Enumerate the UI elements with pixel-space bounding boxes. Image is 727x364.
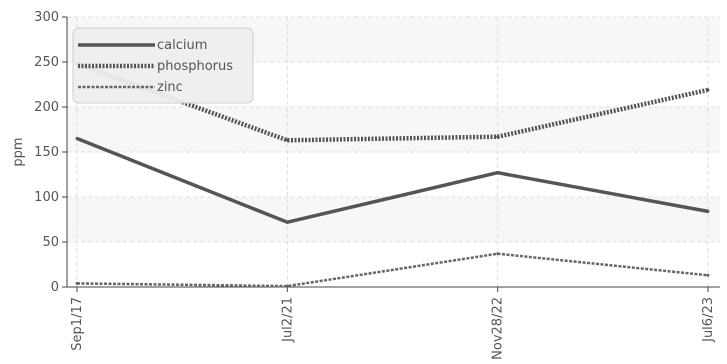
y-tick-label: 100	[34, 190, 59, 205]
data-point-phosphorus	[285, 138, 289, 142]
legend: calcium phosphorus zinc	[72, 27, 254, 104]
series-layer	[75, 61, 710, 288]
y-axis-title: ppm	[11, 137, 26, 166]
plot-band	[67, 242, 720, 287]
y-tick-label: 300	[34, 10, 59, 25]
x-tick-label: Jul2/21	[280, 297, 295, 343]
data-point-zinc	[706, 273, 710, 277]
data-point-calcium	[75, 137, 79, 140]
x-tick-label: Jul6/23	[701, 297, 716, 343]
y-tick-label: 250	[34, 55, 59, 70]
data-point-calcium	[496, 171, 500, 175]
y-tick-label: 150	[34, 145, 59, 160]
legend-label-calcium: calcium	[157, 38, 207, 53]
data-point-phosphorus	[706, 88, 710, 92]
y-tick-label: 200	[34, 100, 59, 115]
y-tick-label: 50	[42, 235, 59, 250]
series-line-calcium	[76, 136, 709, 225]
x-tick-label: Sep1/17	[70, 297, 85, 351]
data-point-zinc	[75, 281, 79, 285]
data-point-calcium	[285, 220, 289, 224]
x-tick-label: Nov28/22	[491, 297, 506, 360]
data-point-phosphorus	[496, 135, 500, 139]
legend-label-phosphorus: phosphorus	[157, 59, 233, 74]
plot-band	[67, 197, 720, 242]
legend-label-zinc: zinc	[157, 80, 183, 95]
y-axis-ticks: 0 50 100 150 200 250 300	[34, 10, 67, 295]
plot-band	[67, 107, 720, 152]
data-point-calcium	[706, 209, 710, 213]
y-tick-label: 0	[51, 280, 59, 295]
series-line-zinc	[76, 252, 709, 288]
data-point-zinc	[285, 284, 289, 288]
plot-band	[67, 152, 720, 197]
data-point-zinc	[496, 252, 500, 256]
x-axis-ticks: Sep1/17 Jul2/21 Nov28/22 Jul6/23	[70, 287, 716, 360]
